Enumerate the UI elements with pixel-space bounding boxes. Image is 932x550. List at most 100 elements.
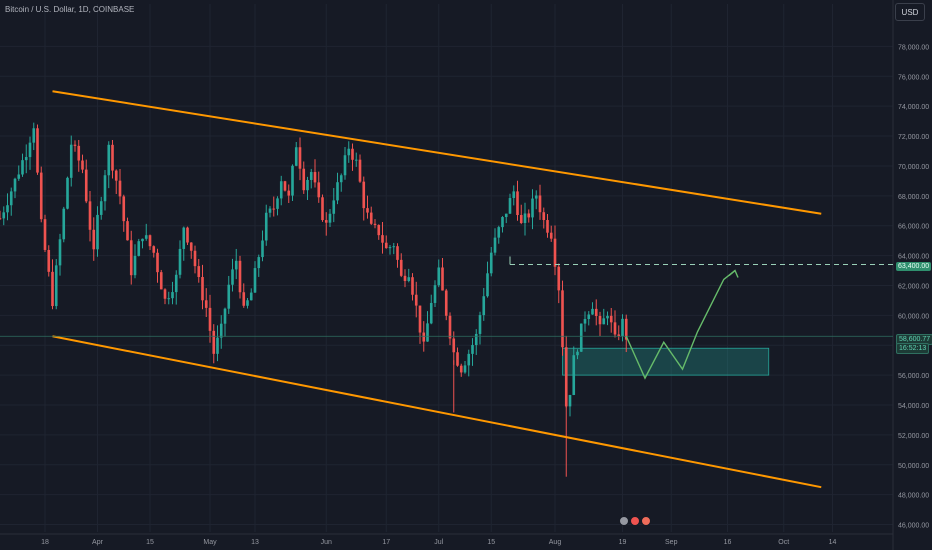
candle-body [459,365,463,373]
candle-body [21,160,24,175]
events-icons[interactable] [619,516,651,526]
candle-body [373,223,377,225]
x-tick-label: Jun [321,539,332,546]
candle-body [501,217,504,228]
candle-body [422,332,426,342]
x-tick-label: May [203,539,217,546]
candle-body [467,353,471,366]
candle-body [546,220,549,233]
candle-body [332,200,336,214]
candle-body [358,159,362,182]
candle-body [28,142,32,158]
candle-body [201,277,204,301]
candle-body [141,238,144,242]
candle-body [411,277,414,295]
candle-body [216,337,219,354]
x-tick-label: 15 [487,539,495,546]
candle-body [99,201,103,215]
candle-body [6,205,9,213]
candle-body [396,246,399,260]
candle-body [279,181,283,199]
candle-body [516,191,519,216]
currency-button[interactable]: USD [895,3,925,21]
candle-body [249,292,253,301]
candle-body [591,308,594,315]
candle-body [407,277,411,281]
candle-body [617,334,621,337]
candle-body [77,145,81,161]
candle-body [478,315,482,334]
candle-body [392,246,396,248]
candle-body [186,227,189,243]
candle-body [62,208,66,240]
candle-body [17,174,21,179]
candle-body [212,330,216,354]
candle-body [111,144,114,171]
candle-body [564,347,568,407]
candle-body [553,238,557,267]
candle-body [246,300,249,306]
candle-body [2,212,6,219]
candle-body [54,265,58,307]
candle-body [231,269,234,285]
candle-body [508,198,512,214]
candle-body [621,318,624,337]
earnings-icon[interactable] [630,516,640,526]
candle-body [66,177,69,209]
split-icon[interactable] [641,516,651,526]
candle-body [351,148,354,160]
candle-body [0,218,2,220]
candle-body [613,322,617,335]
candle-body [51,271,54,307]
x-tick-label: 16 [724,539,732,546]
candle-body [366,208,369,213]
candle-body [171,292,174,299]
candle-body [69,144,73,178]
y-tick-label: 70,000.00 [898,164,929,171]
candle-body [182,227,186,249]
candle-body [609,315,613,323]
y-tick-label: 48,000.00 [898,493,929,500]
candle-body [321,197,324,221]
candle-body [504,213,508,218]
candle-body [587,314,591,320]
candle-body [253,268,257,293]
x-tick-label: 17 [382,539,390,546]
candle-body [347,148,351,156]
candle-body [81,160,84,170]
dividend-icon[interactable] [619,516,629,526]
candle-body [96,214,99,250]
y-tick-label: 56,000.00 [898,373,929,380]
x-tick-label: Oct [778,539,789,546]
candle-body [482,296,486,316]
candle-body [122,196,126,222]
candle-body [287,190,291,196]
chart-title: Bitcoin / U.S. Dollar, 1D, COINBASE [5,5,135,14]
candle-body [92,229,96,250]
candle-body [486,273,489,297]
x-tick-label: 15 [146,539,154,546]
candle-body [388,247,392,249]
candle-body [474,333,478,346]
candle-body [88,201,92,230]
candle-body [137,241,141,256]
candle-body [159,272,163,290]
candle-body [24,157,28,161]
candle-body [542,212,546,221]
candle-body [163,289,167,299]
candle-body [579,323,583,352]
candle-body [32,128,36,143]
projection-arrow-head [728,269,739,278]
y-tick-label: 60,000.00 [898,313,929,320]
candle-body [219,323,223,338]
x-tick-label: 14 [829,539,837,546]
y-tick-label: 50,000.00 [898,463,929,470]
channel-upper-line [52,90,822,215]
candle-body [489,252,493,274]
candle-body [426,323,429,342]
candle-body [456,352,459,366]
channel-lower-line [52,335,822,489]
projection-path [625,269,736,380]
candle-body [39,172,43,220]
